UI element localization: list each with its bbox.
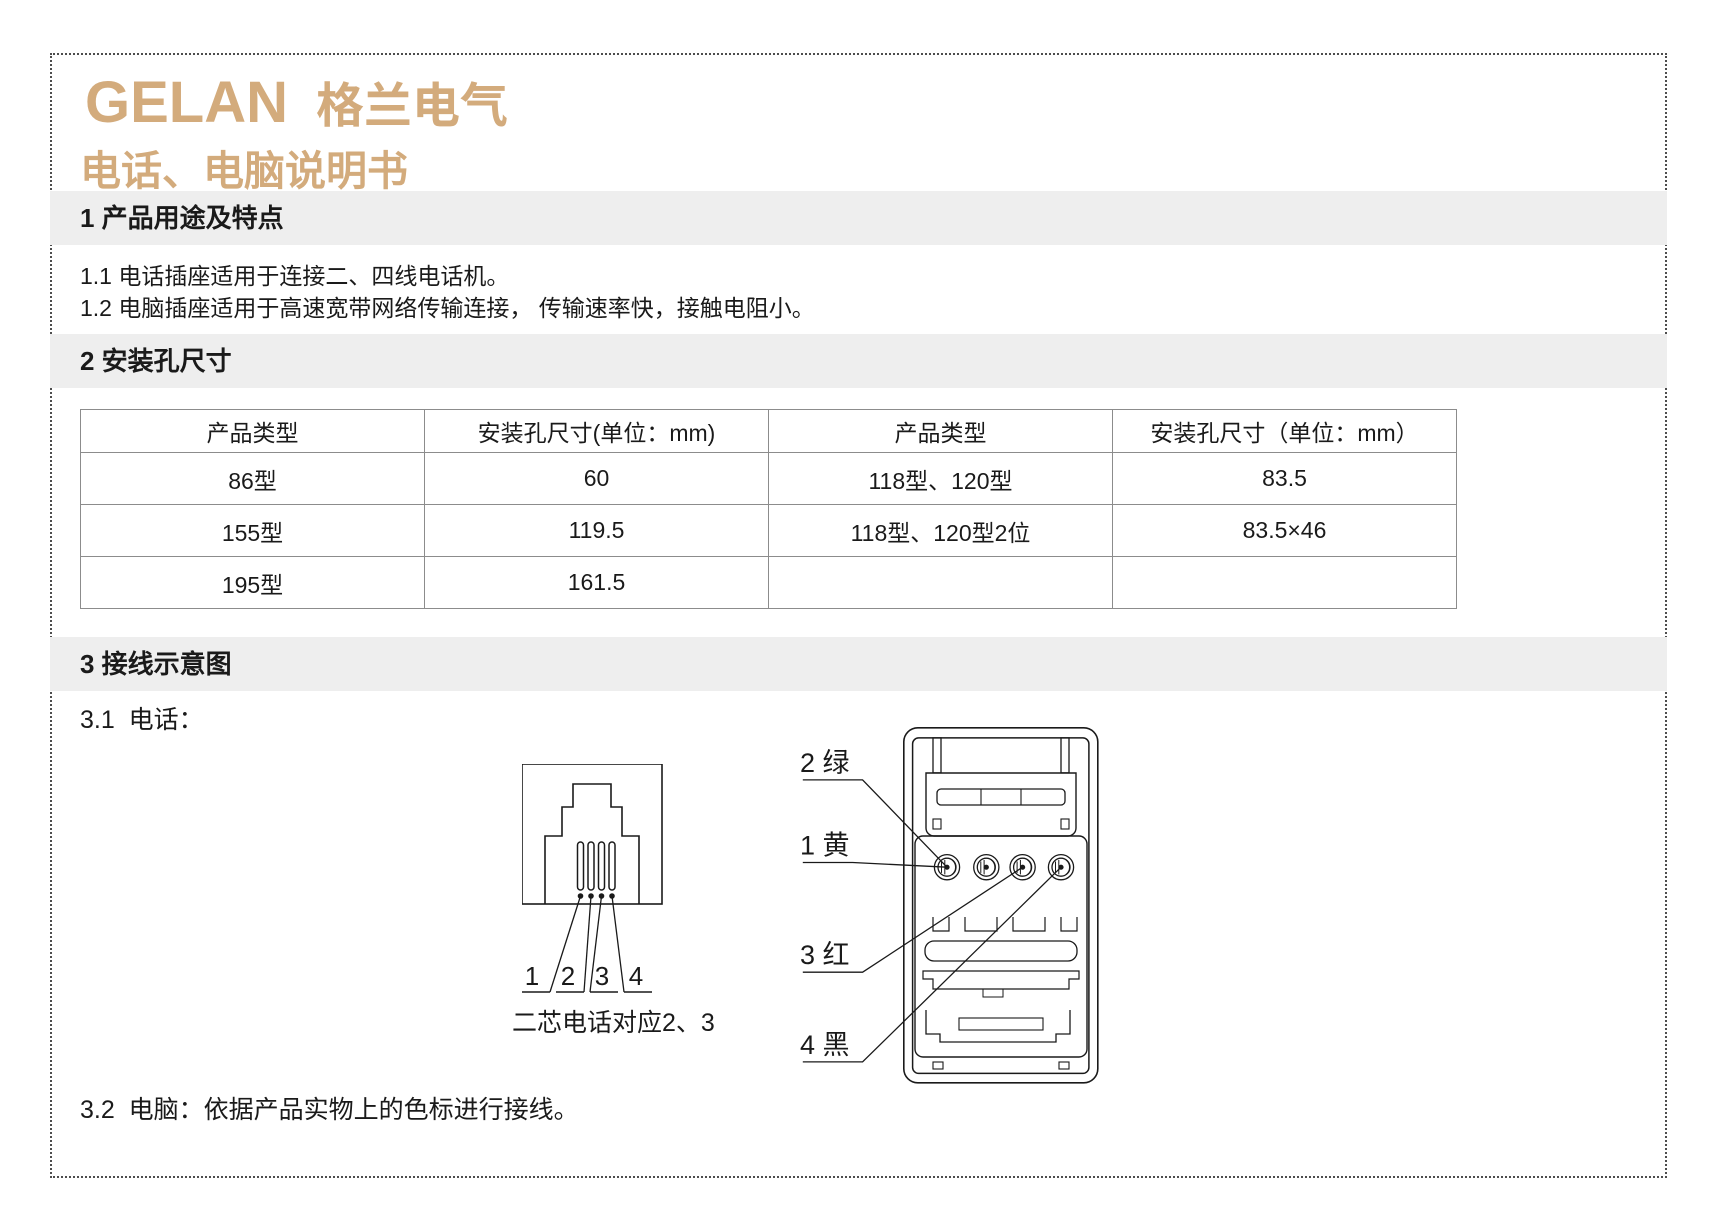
svg-text:3 红: 3 红 [800, 940, 850, 970]
svg-text:3: 3 [595, 961, 609, 991]
svg-text:1 黄: 1 黄 [800, 831, 850, 861]
svg-text:1: 1 [525, 961, 539, 991]
svg-text:4: 4 [629, 961, 643, 991]
svg-text:2: 2 [561, 961, 575, 991]
svg-text:4 黑: 4 黑 [800, 1030, 850, 1060]
svg-text:2 绿: 2 绿 [800, 748, 850, 778]
